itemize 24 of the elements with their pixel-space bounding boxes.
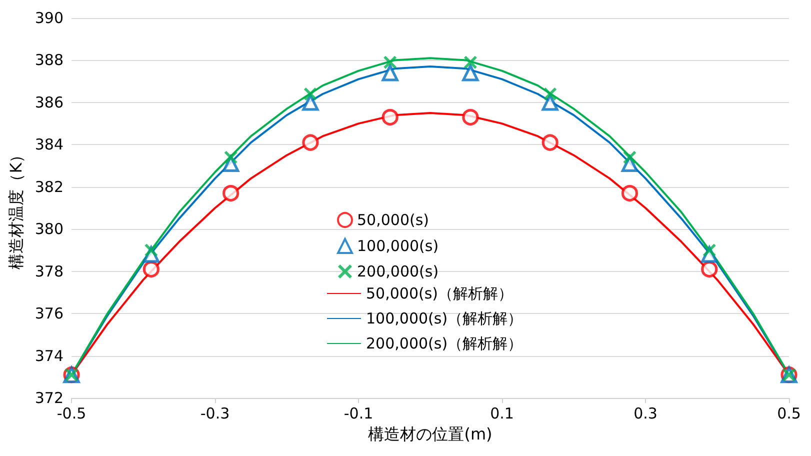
legend-label: 200,000(s) — [357, 262, 439, 280]
y-tick-label: 388 — [34, 51, 64, 70]
x-tick-label: -0.1 — [344, 404, 374, 422]
x-axis-title: 構造材の位置(m) — [368, 424, 492, 444]
y-tick-label: 380 — [34, 220, 64, 238]
y-tick-label: 378 — [34, 262, 64, 280]
legend-label: 100,000(s)（解析解） — [366, 310, 523, 328]
legend-label: 200,000(s)（解析解） — [366, 334, 523, 352]
y-tick-label: 390 — [34, 9, 64, 27]
x-tick-label: 0.5 — [777, 404, 801, 422]
legend-label: 100,000(s) — [357, 237, 439, 255]
legend-label: 50,000(s)（解析解） — [366, 284, 514, 302]
x-tick-label: -0.5 — [56, 404, 86, 422]
y-tick-label: 376 — [34, 304, 64, 323]
y-tick-label: 386 — [34, 93, 64, 112]
y-tick-label: 374 — [34, 346, 64, 365]
x-tick-label: -0.3 — [200, 404, 230, 422]
x-tick-label: 0.3 — [634, 404, 658, 422]
y-tick-label: 384 — [34, 136, 64, 154]
x-tick-label: 0.1 — [490, 404, 514, 422]
y-axis-title: 構造材温度（K） — [6, 146, 26, 270]
legend-label: 50,000(s) — [357, 211, 430, 229]
y-tick-label: 372 — [34, 389, 64, 407]
y-tick-label: 382 — [34, 178, 64, 196]
